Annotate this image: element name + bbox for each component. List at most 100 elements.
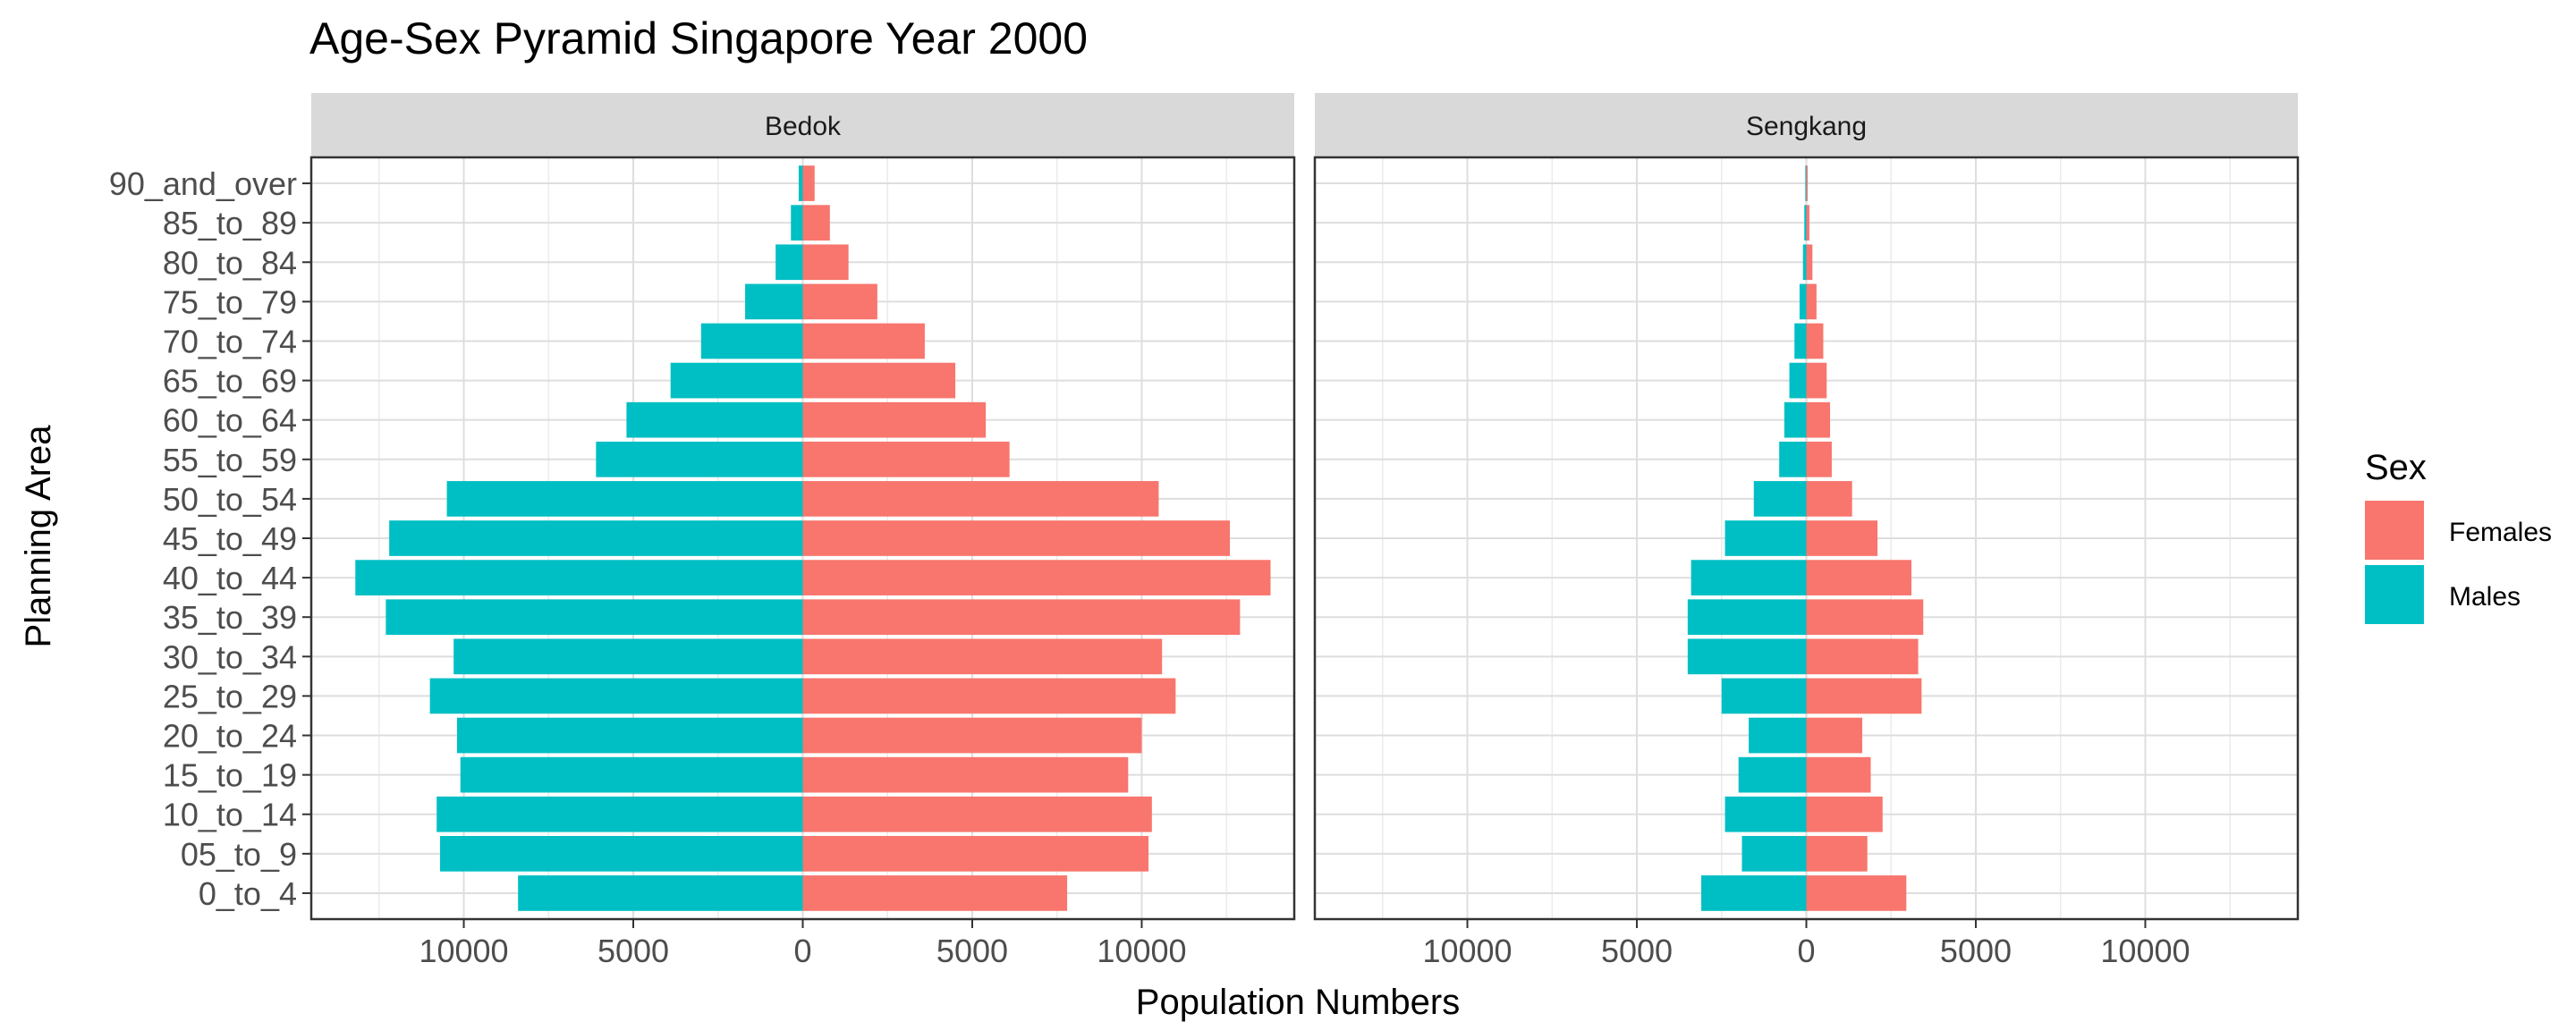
bar-females-45_to_49: [802, 520, 1230, 556]
bar-males-55_to_59: [596, 441, 803, 477]
bar-females-15_to_19: [1806, 756, 1871, 793]
bar-females-70_to_74: [802, 323, 925, 359]
x-tick-label: 5000: [597, 933, 669, 969]
y-tick-label: 25_to_29: [163, 678, 297, 714]
bar-males-75_to_79: [745, 283, 803, 320]
bar-males-30_to_34: [1687, 638, 1807, 675]
bar-males-10_to_14: [1724, 796, 1807, 832]
bar-females-05_to_9: [802, 835, 1149, 872]
legend: Sex Females Males: [2365, 448, 2552, 624]
bar-males-05_to_9: [440, 835, 803, 872]
bar-females-75_to_79: [802, 283, 877, 320]
bar-males-35_to_39: [1687, 599, 1807, 636]
y-tick-label: 70_to_74: [163, 323, 297, 359]
bar-males-80_to_84: [1802, 244, 1807, 281]
bar-males-55_to_59: [1779, 441, 1807, 477]
bar-females-30_to_34: [802, 638, 1163, 675]
bar-females-85_to_89: [1806, 205, 1809, 241]
bar-females-10_to_14: [802, 796, 1152, 832]
bar-females-65_to_69: [802, 362, 956, 399]
bar-females-35_to_39: [1806, 599, 1924, 636]
x-tick-label: 10000: [1097, 933, 1186, 969]
x-tick-label: 5000: [1601, 933, 1673, 969]
bar-females-60_to_64: [802, 401, 987, 438]
bar-males-20_to_24: [456, 717, 803, 754]
bar-males-50_to_54: [1753, 481, 1807, 517]
bar-females-50_to_54: [802, 481, 1159, 517]
x-tick-label: 0: [1797, 933, 1815, 969]
y-tick-label: 60_to_64: [163, 402, 297, 439]
facet-panels: Bedok 10000 5000 0 5000 10000 0_to_405_to_910_…: [109, 93, 2300, 969]
x-tick-label: 10000: [419, 933, 508, 969]
y-tick-label: 80_to_84: [163, 244, 297, 281]
y-tick-label: 20_to_24: [163, 718, 297, 755]
bar-females-10_to_14: [1806, 796, 1883, 832]
bar-females-05_to_9: [1806, 835, 1868, 872]
bar-females-60_to_64: [1806, 401, 1831, 438]
bar-females-50_to_54: [1806, 481, 1852, 517]
y-tick-label: 85_to_89: [163, 205, 297, 241]
legend-label-males: Males: [2449, 582, 2521, 612]
bar-males-70_to_74: [700, 323, 803, 359]
facet-panel-sengkang: Sengkang 10000 5000 0 5000 10000: [1313, 93, 2300, 969]
x-tick-label: 5000: [936, 933, 1008, 969]
y-tick-label: 75_to_79: [163, 283, 297, 320]
bar-males-40_to_44: [355, 560, 803, 595]
bar-females-80_to_84: [802, 244, 849, 281]
bar-males-0_to_4: [518, 875, 803, 911]
facet-strip: [1315, 93, 2298, 157]
bar-females-40_to_44: [1806, 560, 1911, 595]
bar-females-45_to_49: [1806, 520, 1878, 556]
bar-females-80_to_84: [1806, 244, 1813, 281]
legend-title: Sex: [2365, 448, 2427, 487]
x-tick-label: 10000: [2100, 933, 2190, 969]
y-tick-label: 90_and_over: [109, 165, 297, 202]
bar-females-15_to_19: [802, 756, 1129, 793]
chart-title: Age-Sex Pyramid Singapore Year 2000: [309, 13, 1088, 63]
bar-males-40_to_44: [1690, 560, 1807, 595]
bar-females-20_to_24: [802, 717, 1142, 754]
bar-females-25_to_29: [802, 678, 1176, 714]
bar-females-0_to_4: [802, 875, 1068, 911]
facet-strip-label: Sengkang: [1746, 112, 1867, 141]
y-tick-label: 05_to_9: [181, 836, 297, 873]
x-tick-label: 0: [793, 933, 811, 969]
bar-males-50_to_54: [446, 481, 803, 517]
bar-males-20_to_24: [1749, 717, 1807, 754]
bar-males-45_to_49: [389, 520, 803, 556]
y-tick-label: 50_to_54: [163, 481, 297, 518]
bar-females-65_to_69: [1806, 362, 1827, 399]
bar-males-60_to_64: [626, 401, 803, 438]
bar-males-90_and_over: [798, 165, 803, 201]
bar-males-90_and_over: [1805, 165, 1807, 201]
y-tick-label: 15_to_19: [163, 757, 297, 794]
bar-males-75_to_79: [1799, 283, 1807, 320]
bar-females-90_and_over: [802, 165, 815, 201]
legend-swatch-males: [2365, 565, 2424, 624]
bar-males-10_to_14: [436, 796, 803, 832]
y-tick-label: 10_to_14: [163, 797, 297, 833]
bar-females-0_to_4: [1806, 875, 1907, 911]
bar-males-85_to_89: [1804, 205, 1807, 241]
facet-strip: [311, 93, 1294, 157]
bar-males-25_to_29: [429, 678, 803, 714]
bar-females-85_to_89: [802, 205, 830, 241]
bar-females-55_to_59: [1806, 441, 1832, 477]
y-tick-label: 55_to_59: [163, 442, 297, 478]
bar-females-20_to_24: [1806, 717, 1863, 754]
y-tick-label: 35_to_39: [163, 599, 297, 636]
bar-males-70_to_74: [1794, 323, 1807, 359]
legend-swatch-females: [2365, 501, 2424, 560]
bar-males-35_to_39: [386, 599, 803, 636]
bar-females-75_to_79: [1806, 283, 1817, 320]
bar-females-30_to_34: [1806, 638, 1919, 675]
bar-females-55_to_59: [802, 441, 1010, 477]
bar-males-85_to_89: [791, 205, 803, 241]
x-axis-title: Population Numbers: [1136, 983, 1460, 1022]
bar-males-05_to_9: [1741, 835, 1807, 872]
y-tick-label: 45_to_49: [163, 520, 297, 557]
y-tick-label: 40_to_44: [163, 560, 297, 596]
x-tick-label: 10000: [1422, 933, 1512, 969]
bar-males-15_to_19: [1738, 756, 1807, 793]
